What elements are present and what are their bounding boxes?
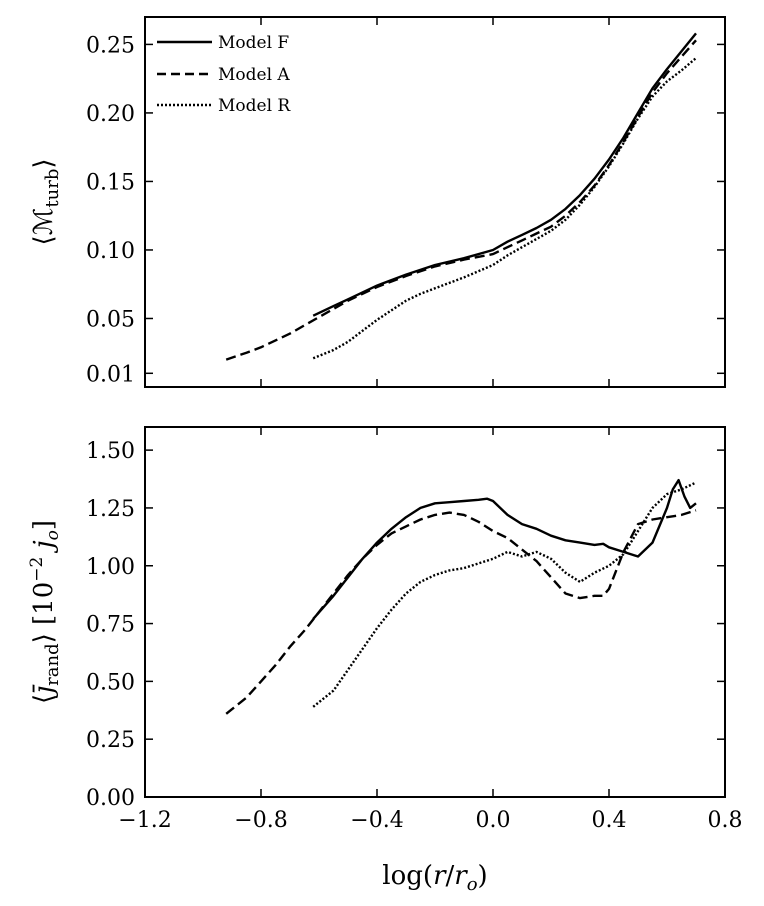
top-series-model-f (312, 32, 697, 317)
bottom-y-tick-label: 0.00 (86, 786, 135, 811)
bottom-series-model-f (312, 479, 697, 620)
x-tick-label: 0.0 (476, 808, 511, 833)
x-tick-label: −0.8 (234, 808, 287, 833)
top-y-tick-label: 0.05 (86, 307, 135, 332)
legend-label-model-f: Model F (218, 33, 289, 53)
top-panel: 0.01 0.05 0.10 0.15 0.20 0.25 Model F Model A… (29, 16, 726, 388)
x-axis-label: log(r/ro) (382, 861, 487, 895)
top-y-tick-label: 0.10 (86, 239, 135, 264)
bottom-series-model-a (225, 509, 697, 715)
bottom-y-tick-label: 0.25 (86, 728, 135, 753)
bottom-y-tick-label: 1.00 (86, 555, 135, 580)
top-plot-frame (144, 16, 726, 388)
bottom-plot-frame (144, 426, 726, 798)
top-x-ticks (144, 17, 726, 387)
top-y-ticks: 0.01 0.05 0.10 0.15 0.20 0.25 (86, 33, 725, 387)
bottom-y-tick-label: 0.75 (86, 613, 135, 638)
top-y-tick-label: 0.25 (86, 33, 135, 58)
x-tick-label: −0.4 (350, 808, 403, 833)
legend-label-model-a: Model A (218, 65, 290, 85)
bottom-y-ticks: 0.00 0.25 0.50 0.75 1.00 1.25 1.50 (86, 439, 725, 811)
top-series-model-a (225, 39, 697, 361)
bottom-series-group (225, 479, 697, 715)
top-series-model-r (312, 57, 697, 360)
top-y-tick-label: 0.01 (86, 362, 135, 387)
legend-label-model-r: Model R (218, 96, 291, 116)
top-series-group (225, 32, 697, 361)
top-y-axis-label: ⟨ℳturb⟩ (29, 158, 63, 245)
bottom-y-axis-label: ⟨j̄rand⟩ [10−2 jo] (27, 520, 63, 704)
bottom-series-model-r (312, 481, 697, 708)
x-tick-label: 0.8 (708, 808, 743, 833)
bottom-y-tick-label: 1.25 (86, 497, 135, 522)
legend: Model F Model A Model R (157, 33, 291, 116)
top-y-tick-label: 0.15 (86, 170, 135, 195)
top-y-tick-label: 0.20 (86, 102, 135, 127)
bottom-x-ticks: −1.2 −0.8 −0.4 0.0 0.4 0.8 (118, 427, 743, 833)
bottom-y-tick-label: 1.50 (86, 439, 135, 464)
x-tick-label: −1.2 (118, 808, 171, 833)
bottom-panel: 0.00 0.25 0.50 0.75 1.00 1.25 1.50 −1.2 −0.8 −0.… (27, 426, 743, 895)
bottom-y-tick-label: 0.50 (86, 670, 135, 695)
x-tick-label: 0.4 (592, 808, 627, 833)
